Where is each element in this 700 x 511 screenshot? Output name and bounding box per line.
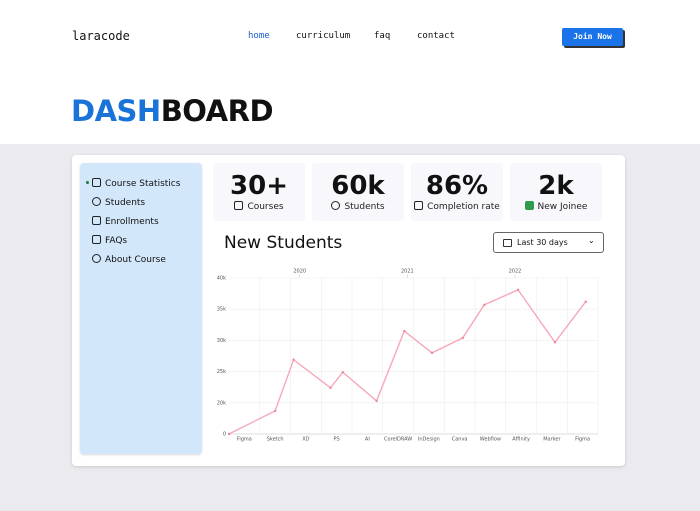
- nav-link[interactable]: faq: [374, 31, 391, 41]
- x-tick-label: XD: [302, 437, 309, 443]
- x2-tick-label: 2022: [509, 269, 522, 275]
- stat-value: 2k: [538, 171, 574, 201]
- x-tick-label: InDesign: [418, 437, 440, 443]
- title-rest: BOARD: [160, 94, 274, 128]
- data-line: [228, 288, 587, 435]
- stat-card: 30+ Courses: [213, 163, 305, 221]
- data-point: [461, 336, 464, 340]
- stat-card: 86% Completion rate: [411, 163, 503, 221]
- sidebar: [80, 163, 202, 454]
- data-point: [329, 386, 332, 390]
- stat-label: Completion rate: [411, 201, 503, 212]
- stat-card: 2k New Joinee: [510, 163, 602, 221]
- x-tick-label: Figma: [237, 437, 252, 443]
- header-bar: [0, 0, 700, 144]
- join-button[interactable]: Join Now: [562, 28, 623, 46]
- y-tick-label: 20k: [217, 400, 226, 406]
- stat-label: Students: [312, 201, 404, 212]
- sidebar-item[interactable]: Students: [92, 197, 145, 208]
- stat-value: 60k: [331, 171, 385, 201]
- stat-text: Completion rate: [427, 202, 500, 212]
- y-tick-label: 35k: [217, 307, 226, 313]
- data-point: [227, 432, 231, 436]
- sidebar-label[interactable]: Students: [105, 198, 146, 208]
- date-dropdown[interactable]: Last 30 days ⌄: [493, 232, 604, 253]
- chart: 0 20k 25k 30k 35k 40k Figma Sketch XD PS AI CorelDR…: [217, 269, 599, 443]
- x-tick-label: Webflow: [480, 437, 501, 443]
- x-tick-label: CorelDRAW: [384, 437, 412, 443]
- x2-tick-label: 2021: [401, 269, 414, 275]
- x-tick-label: AI: [365, 437, 370, 443]
- stat-value: 30+: [230, 171, 288, 201]
- nav-link[interactable]: contact: [417, 31, 455, 41]
- stat-text: New Joinee: [537, 202, 588, 212]
- nav-link[interactable]: curriculum: [296, 31, 351, 41]
- panel-title: New Students: [224, 233, 343, 253]
- x-tick-label: Marker: [543, 437, 561, 443]
- data-point: [483, 303, 486, 307]
- page-title: DASHBOARD: [71, 94, 274, 128]
- nav-link[interactable]: home: [248, 31, 270, 41]
- data-point: [292, 358, 295, 361]
- stat-text: Courses: [247, 202, 284, 212]
- data-point: [553, 341, 557, 344]
- data-point: [516, 288, 520, 292]
- stat-label: New Joinee: [510, 201, 602, 212]
- sidebar-label[interactable]: Course Statistics: [105, 179, 181, 189]
- stat-card: 60k Students: [312, 163, 404, 221]
- sidebar-item[interactable]: Enrollments: [92, 216, 159, 227]
- sidebar-label[interactable]: Enrollments: [105, 217, 159, 227]
- sidebar-label[interactable]: About Course: [105, 255, 166, 265]
- stat-value: 86%: [425, 171, 489, 201]
- data-point: [273, 409, 277, 413]
- data-point: [375, 399, 378, 403]
- y-tick-label: 25k: [217, 369, 226, 375]
- x-tick-label: Figma: [575, 437, 590, 443]
- x2-tick-label: 2020: [293, 269, 306, 275]
- active-dot: [86, 181, 89, 184]
- data-point: [430, 351, 434, 355]
- calendar-icon: [503, 239, 512, 247]
- y-tick-label: 30k: [217, 338, 226, 344]
- sidebar-item[interactable]: FAQs: [92, 235, 127, 246]
- sidebar-item[interactable]: About Course: [92, 254, 166, 265]
- x-tick-label: Sketch: [267, 437, 284, 443]
- data-point: [403, 329, 406, 333]
- chevron: ⌄: [588, 236, 595, 245]
- data-point: [584, 300, 587, 303]
- dropdown-text[interactable]: Last 30 days: [517, 238, 568, 247]
- x-tick-label: Canva: [452, 437, 468, 443]
- y-tick-label: 0: [223, 432, 226, 438]
- sidebar-label[interactable]: FAQs: [105, 236, 128, 246]
- x-tick-label: PS: [334, 437, 340, 443]
- data-point: [341, 371, 344, 374]
- sidebar-item[interactable]: Course Statistics: [92, 178, 180, 189]
- title-accent: DASH: [71, 94, 161, 128]
- x-tick-label: Affinity: [512, 437, 530, 443]
- logo[interactable]: laracode: [72, 29, 130, 43]
- y-tick-label: 40k: [217, 276, 226, 282]
- stat-text: Students: [344, 202, 385, 212]
- stat-label: Courses: [213, 201, 305, 212]
